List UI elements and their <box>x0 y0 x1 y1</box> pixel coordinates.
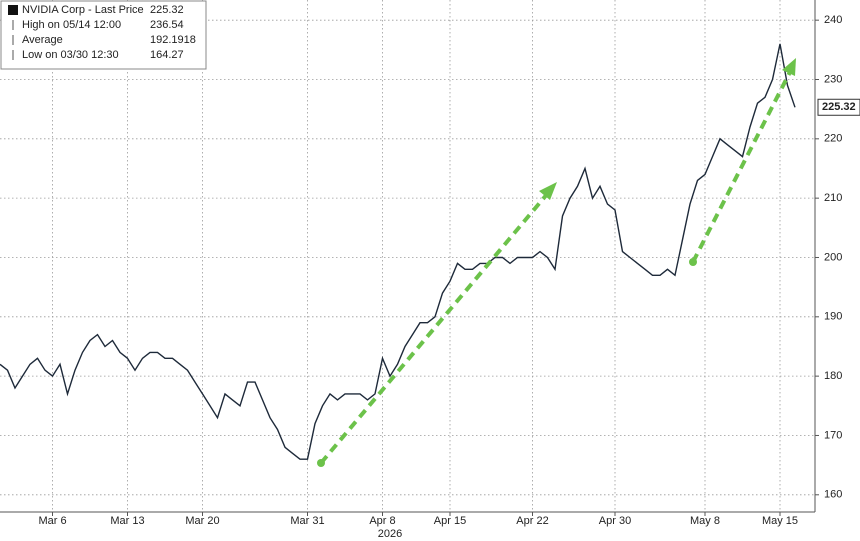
y-tick-label: 160 <box>824 489 842 501</box>
y-tick-label: 170 <box>824 429 842 441</box>
legend-label: Low on 03/30 12:30 <box>22 49 119 61</box>
trend-arrow <box>691 71 792 263</box>
x-tick-label: Apr 15 <box>434 515 466 527</box>
y-tick-label: 230 <box>824 73 842 85</box>
last-price-label: 225.32 <box>822 101 856 113</box>
y-tick-label: 240 <box>824 14 842 26</box>
legend-box <box>0 0 207 70</box>
legend-value: 192.1918 <box>150 34 196 46</box>
y-tick-label: 220 <box>824 133 842 145</box>
x-tick-label: May 8 <box>690 515 720 527</box>
y-tick-label: 200 <box>824 251 842 263</box>
y-tick-label: 180 <box>824 370 842 382</box>
legend-label: High on 05/14 12:00 <box>22 19 121 31</box>
trend-arrows <box>319 71 792 465</box>
x-tick-label: Apr 8 <box>369 515 395 527</box>
y-tick-label: 210 <box>824 192 842 204</box>
y-tick-label: 190 <box>824 311 842 323</box>
year-label: 2026 <box>378 528 402 540</box>
x-tick-label: Mar 6 <box>38 515 66 527</box>
x-tick-label: Mar 31 <box>290 515 324 527</box>
legend-label: Average <box>22 34 63 46</box>
arrow-start <box>317 459 325 467</box>
x-tick-label: Apr 30 <box>599 515 631 527</box>
x-tick-label: Mar 13 <box>110 515 144 527</box>
arrow-start <box>689 258 697 266</box>
last-price-tag <box>817 98 860 116</box>
legend-label: NVIDIA Corp - Last Price <box>22 4 144 16</box>
legend-value: 236.54 <box>150 19 184 31</box>
arrow-head <box>539 182 557 200</box>
legend: NVIDIA Corp - Last Price 225.32 High on 05… <box>8 4 196 61</box>
x-tick-label: Mar 20 <box>185 515 219 527</box>
plot <box>0 0 815 512</box>
legend-value: 225.32 <box>150 4 184 16</box>
trend-arrow <box>319 191 550 465</box>
x-tick-label: Apr 22 <box>516 515 548 527</box>
legend-swatch <box>8 5 18 15</box>
arrow-head <box>782 58 796 76</box>
price-line <box>0 43 796 460</box>
legend-value: 164.27 <box>150 49 184 61</box>
x-tick-label: May 15 <box>762 515 798 527</box>
